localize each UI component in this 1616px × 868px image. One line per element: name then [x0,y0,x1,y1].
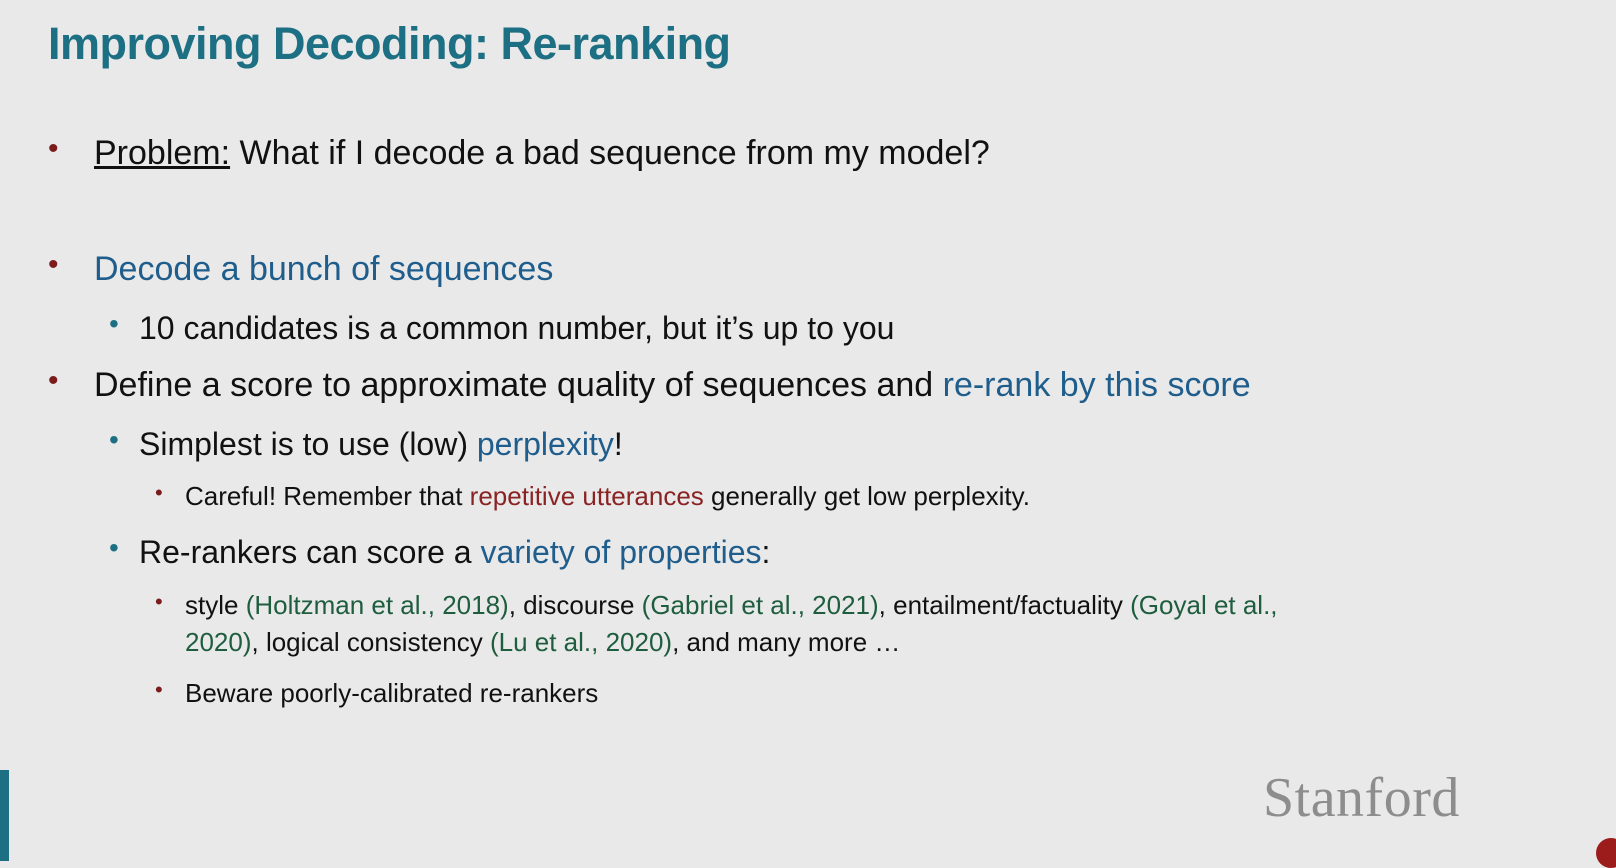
citation-goyal-year: 2020) [185,627,252,657]
bullet-dot: • [155,480,163,505]
bullet-beware: • Beware poorly-calibrated re-rankers [155,677,599,709]
bullet-dot: • [48,364,59,397]
simplest-text: Simplest is to use (low) [139,426,477,462]
stanford-logo: Stanford [1263,767,1460,829]
slide-title: Improving Decoding: Re-ranking [48,18,731,69]
define-score-text: Define a score to approximate quality of… [94,366,943,404]
bullet-dot: • [109,308,119,339]
rerankers-post: : [761,534,771,570]
prop-discourse: , discourse [508,590,642,620]
bullet-dot: • [109,424,119,455]
bullet-dot: • [155,677,163,702]
bullet-dot: • [48,132,59,165]
bullet-define-score: • Define a score to approximate quality … [48,364,1251,405]
bullet-simplest: • Simplest is to use (low) perplexity! [109,424,623,463]
variety-highlight: variety of properties [480,534,762,570]
citation-gabriel: (Gabriel et al., 2021) [641,590,879,620]
perplexity-highlight: perplexity [476,426,614,462]
prop-entailment: , entailment/factuality [878,590,1131,620]
candidates-text: 10 candidates is a common number, but it… [139,310,895,346]
properties-line-2: 2020), logical consistency (Lu et al., 2… [185,627,1278,658]
careful-post: generally get low perplexity. [703,481,1030,511]
problem-label: Problem: [94,134,231,172]
bullet-dot: • [48,248,59,281]
bullet-candidates: • 10 candidates is a common number, but … [109,308,895,347]
simplest-post: ! [613,426,623,462]
bullet-decode: • Decode a bunch of sequences [48,248,554,289]
left-accent-bar [0,770,9,861]
careful-text: Careful! Remember that [185,481,470,511]
decode-text: Decode a bunch of sequences [94,250,554,288]
repetitive-highlight: repetitive utterances [469,481,704,511]
bullet-problem: • Problem: What if I decode a bad sequen… [48,132,990,173]
bullet-properties: • style (Holtzman et al., 2018), discour… [155,589,1278,658]
corner-mark [1596,838,1616,868]
prop-style: style [185,590,246,620]
properties-line-1: style (Holtzman et al., 2018), discourse… [185,590,1278,621]
beware-text: Beware poorly-calibrated re-rankers [185,678,599,708]
bullet-dot: • [109,532,119,563]
bullet-dot: • [155,589,163,614]
problem-text: What if I decode a bad sequence from my … [230,134,990,172]
prop-more: , and many more … [672,627,901,657]
rerank-highlight: re-rank by this score [942,366,1251,404]
citation-holtzman: (Holtzman et al., 2018) [245,590,509,620]
bullet-careful: • Careful! Remember that repetitive utte… [155,480,1030,512]
bullet-rerankers: • Re-rankers can score a variety of prop… [109,532,771,571]
citation-goyal: (Goyal et al., [1130,590,1278,620]
citation-lu: (Lu et al., 2020) [489,627,673,657]
rerankers-text: Re-rankers can score a [139,534,481,570]
prop-logical: , logical consistency [251,627,490,657]
